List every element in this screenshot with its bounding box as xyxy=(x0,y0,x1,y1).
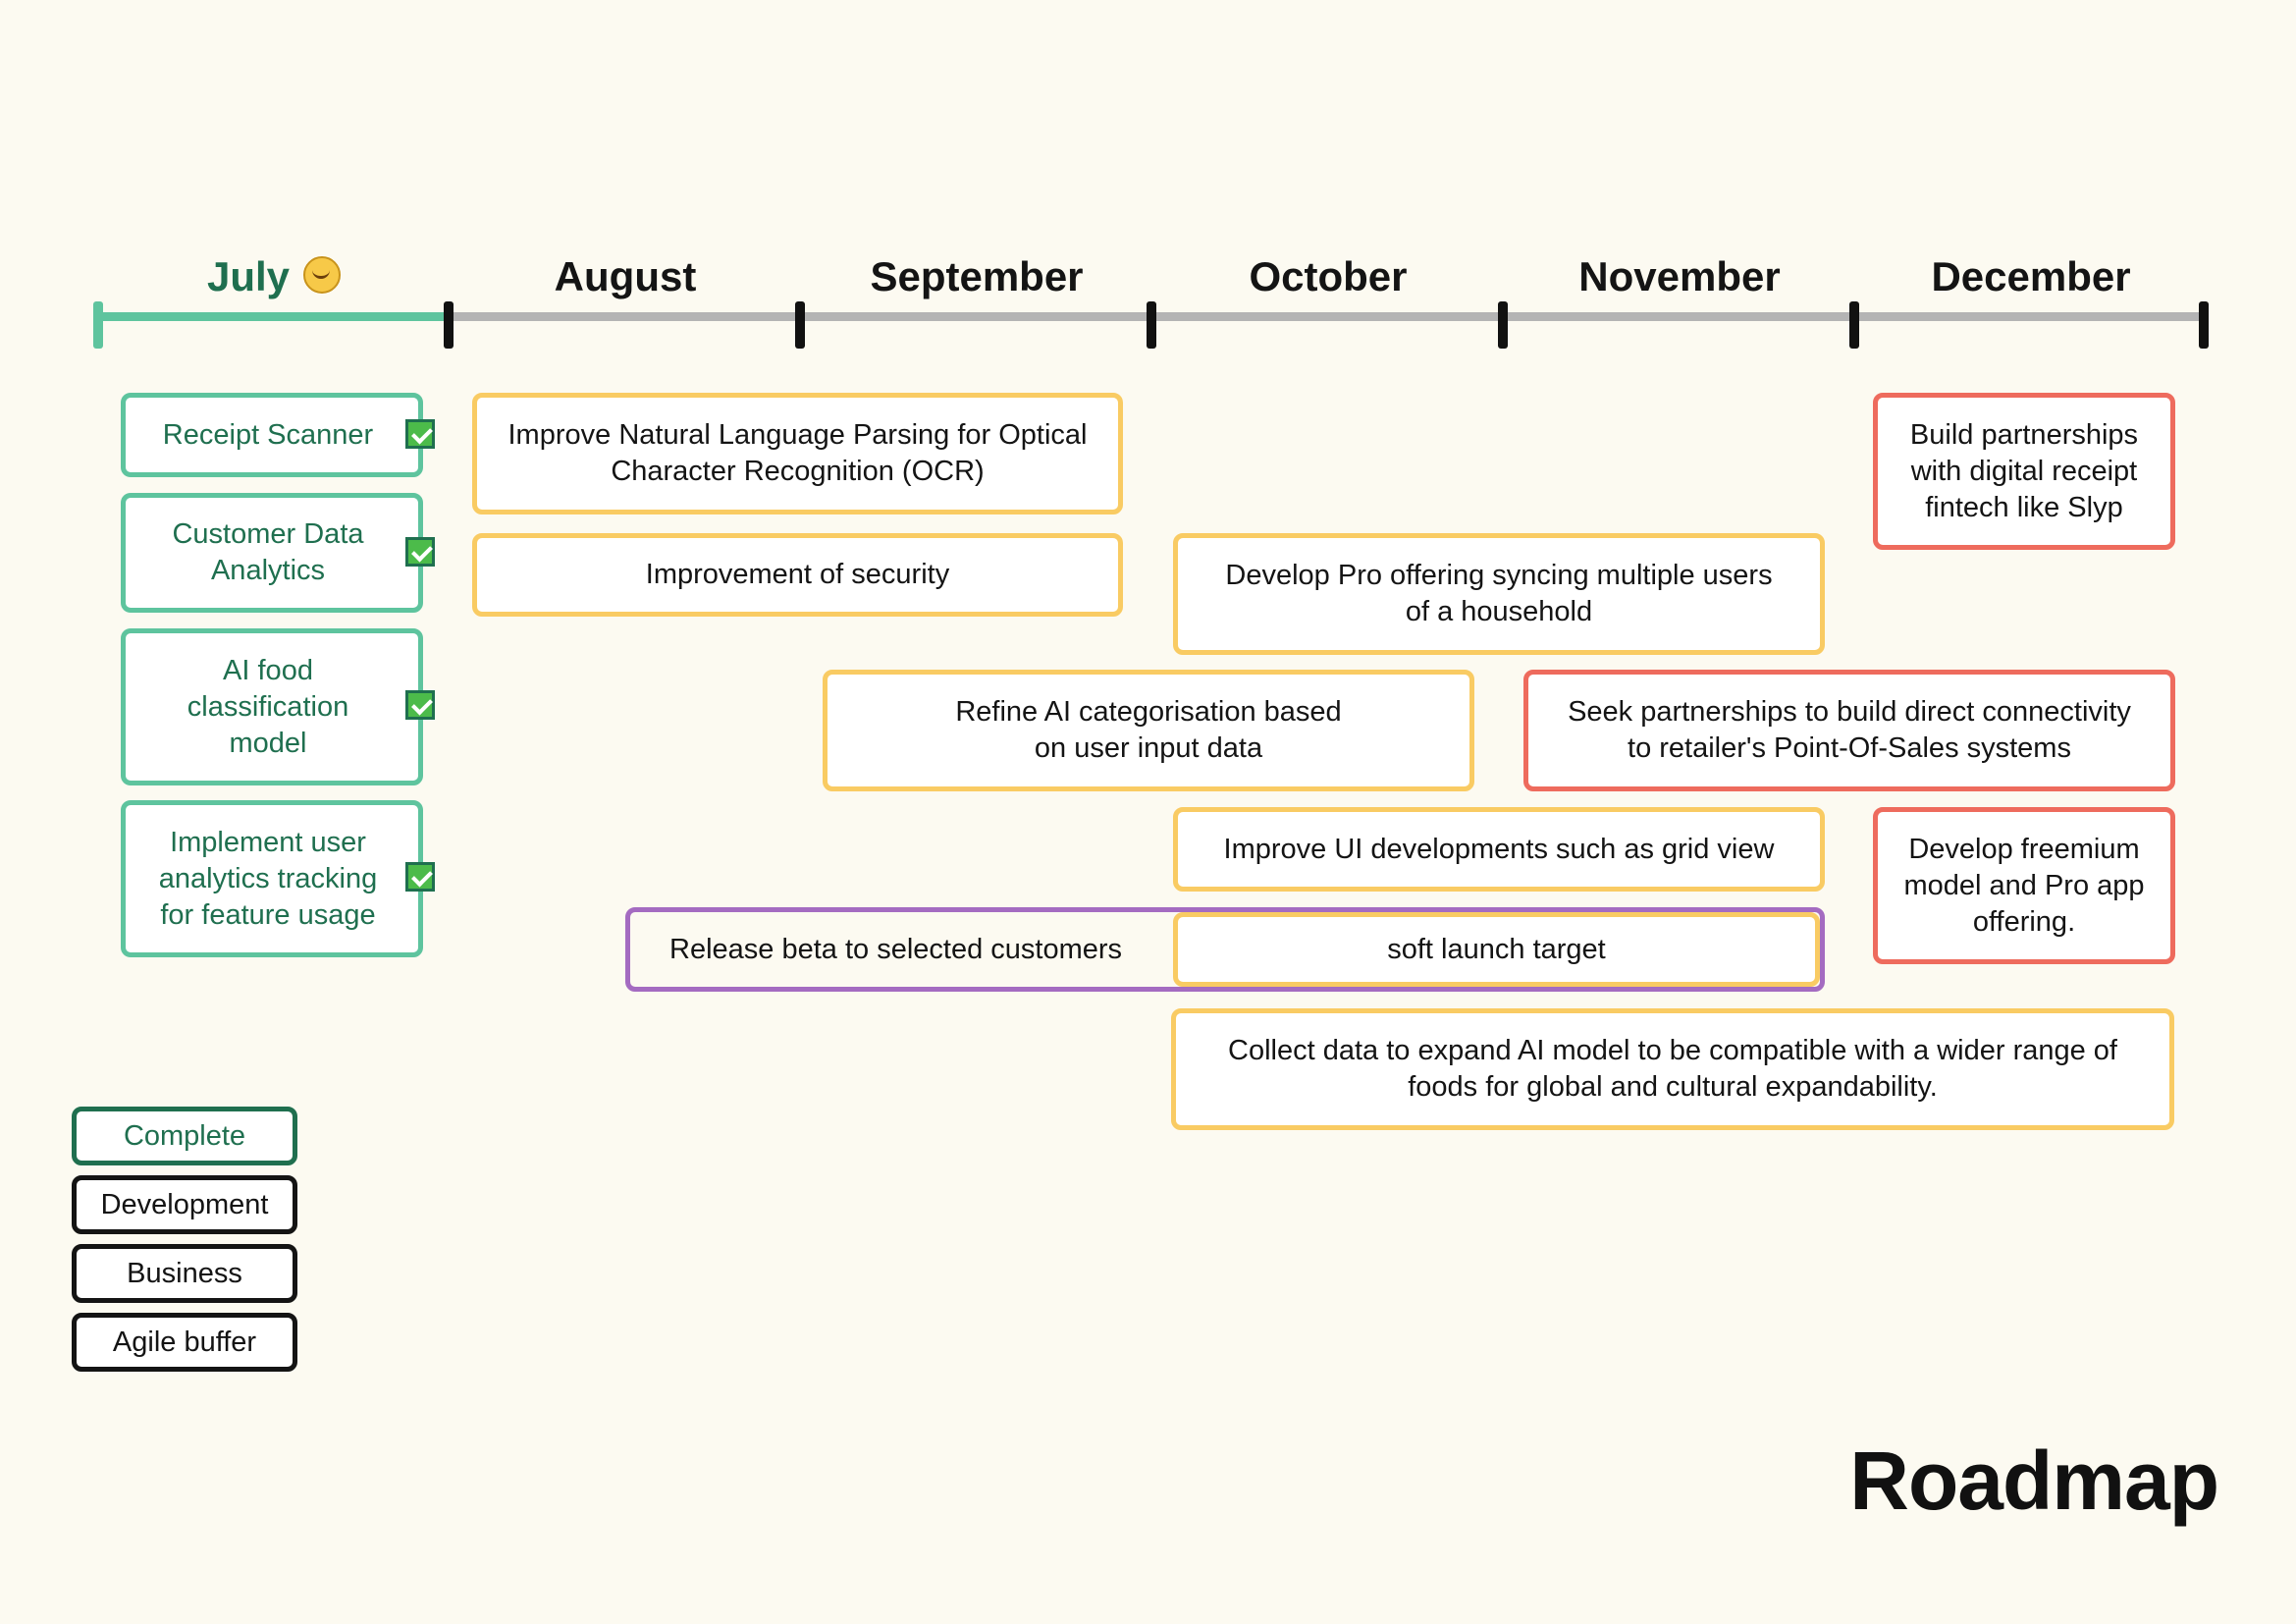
legend-agile-buffer: Agile buffer xyxy=(72,1313,297,1372)
task-label: soft launch target xyxy=(1387,933,1606,965)
task-refine-ai-categorisation: Refine AI categorisation based on user i… xyxy=(823,670,1474,791)
task-label: Improve Natural Language Parsing for Opt… xyxy=(507,419,1088,487)
legend-development: Development xyxy=(72,1175,297,1234)
task-label: Develop freemium model and Pro app offer… xyxy=(1903,833,2145,938)
task-label: Improvement of security xyxy=(645,559,950,590)
task-user-analytics-tracking: Implement user analytics tracking for fe… xyxy=(121,800,423,957)
task-label: Customer Data Analytics xyxy=(172,518,364,586)
task-soft-launch-target: soft launch target xyxy=(1173,912,1820,987)
timeline-tick xyxy=(444,301,454,349)
month-november: November xyxy=(1578,253,1781,299)
task-collect-data-expand-ai: Collect data to expand AI model to be co… xyxy=(1171,1008,2174,1130)
month-october: October xyxy=(1249,253,1408,299)
timeline-tick xyxy=(93,301,103,349)
task-develop-pro-household: Develop Pro offering syncing multiple us… xyxy=(1173,533,1825,655)
task-improve-ui-grid-view: Improve UI developments such as grid vie… xyxy=(1173,807,1825,892)
task-ai-food-classification: AI food classification model xyxy=(121,628,423,785)
timeline-tick xyxy=(795,301,805,349)
timeline-tick xyxy=(2199,301,2209,349)
task-improvement-of-security: Improvement of security xyxy=(472,533,1123,617)
month-label: July xyxy=(206,253,291,299)
legend-business: Business xyxy=(72,1244,297,1303)
smiling-face-emoji-icon xyxy=(303,255,342,294)
timeline-tick xyxy=(1849,301,1859,349)
task-label: Collect data to expand AI model to be co… xyxy=(1228,1035,2117,1103)
task-label: Refine AI categorisation based on user i… xyxy=(955,696,1342,764)
task-label: Build partnerships with digital receipt … xyxy=(1909,418,2139,523)
timeline-tick xyxy=(1498,301,1508,349)
page-title: Roadmap xyxy=(1849,1435,2219,1527)
timeline-progress xyxy=(98,312,450,321)
task-release-beta: Release beta to selected customers xyxy=(625,907,1825,992)
timeline-tick xyxy=(1147,301,1156,349)
task-label: AI food classification model xyxy=(187,654,349,759)
task-label: Release beta to selected customers xyxy=(669,933,1123,965)
task-label: Develop Pro offering syncing multiple us… xyxy=(1225,560,1773,627)
checkbox-checked-icon xyxy=(405,419,435,449)
checkbox-checked-icon xyxy=(405,862,435,892)
checkbox-checked-icon xyxy=(405,690,435,720)
task-build-partnerships-slyp: Build partnerships with digital receipt … xyxy=(1873,393,2175,550)
task-receipt-scanner: Receipt Scanner xyxy=(121,393,423,477)
task-label: Receipt Scanner xyxy=(162,418,374,451)
month-december: December xyxy=(1931,253,2131,299)
task-improve-ocr-parsing: Improve Natural Language Parsing for Opt… xyxy=(472,393,1123,514)
month-july: July xyxy=(98,247,450,306)
task-label: Improve UI developments such as grid vie… xyxy=(1223,833,1775,865)
task-customer-data-analytics: Customer Data Analytics xyxy=(121,493,423,613)
task-label: Implement user analytics tracking for fe… xyxy=(158,826,378,931)
month-september: September xyxy=(870,253,1084,299)
checkbox-checked-icon xyxy=(405,537,435,567)
legend-complete: Complete xyxy=(72,1107,297,1165)
task-seek-pos-partnerships: Seek partnerships to build direct connec… xyxy=(1523,670,2175,791)
task-develop-freemium-model: Develop freemium model and Pro app offer… xyxy=(1873,807,2175,964)
task-label: Seek partnerships to build direct connec… xyxy=(1568,696,2131,764)
month-august: August xyxy=(554,253,697,299)
